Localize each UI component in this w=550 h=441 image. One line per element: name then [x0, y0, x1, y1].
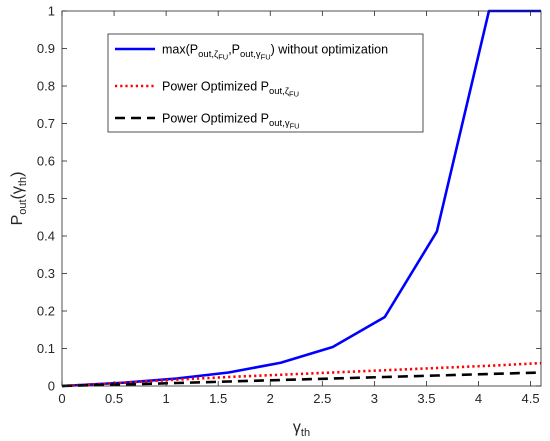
legend-entry-2: Power Optimized Pout,ζFU [162, 80, 299, 99]
x-tick-label: 0 [58, 391, 65, 406]
series-line-3 [61, 371, 542, 388]
legend-text-part: max(P [162, 43, 198, 57]
x-tick-label: 1 [163, 391, 170, 406]
y-axis-label-sub: out [17, 199, 29, 214]
legend-text-part: out, [269, 86, 285, 97]
y-tick-label: 0.2 [37, 304, 55, 319]
x-tick-label: 3 [371, 391, 378, 406]
legend-box [107, 33, 424, 133]
x-tick-label: 4 [475, 391, 482, 406]
y-tick-label: 0.9 [37, 41, 55, 56]
legend: max(Pout,ζFU,Pout,γFU) without optimizat… [107, 33, 424, 133]
x-tick-label: 3.5 [417, 391, 435, 406]
legend-text-part: ζ [285, 86, 290, 97]
legend-text-part: ) without optimization [271, 43, 388, 57]
legend-text-part: FU [289, 90, 299, 99]
y-tick-label: 0 [48, 379, 55, 394]
series-line-2 [61, 361, 542, 388]
x-axis-label: γth [293, 419, 310, 439]
x-tick-label: 1.5 [209, 391, 227, 406]
legend-text-part: ζ [214, 49, 219, 60]
y-tick-label: 0.7 [37, 116, 55, 131]
legend-text-part: out, [198, 49, 214, 60]
x-axis-label-base: γ [293, 419, 301, 436]
y-tick-label: 0.6 [37, 154, 55, 169]
series-layer [61, 9, 542, 388]
x-tick-label: 2.5 [313, 391, 331, 406]
legend-text-part: γ [285, 118, 290, 129]
legend-text-part: Power Optimized P [162, 112, 269, 126]
y-axis-label-base: P [9, 215, 26, 226]
y-tick-label: 0.5 [37, 191, 55, 206]
legend-text-part: Power Optimized P [162, 80, 269, 94]
x-tick-label: 4.5 [522, 391, 540, 406]
legend-text-part: FU [218, 53, 228, 62]
x-axis-label-sub: th [301, 427, 310, 439]
legend-text-part: out, [240, 49, 256, 60]
legend-text-part: FU [261, 53, 271, 62]
axes-layer: 0 0.5 1 1.5 2 2.5 3 3.5 4 4.5 0 0.1 0.2 0.3 0.4 0.5 0.6 0… [9, 4, 542, 439]
y-axis-label-inner-base: γ [9, 186, 26, 194]
y-tick-label: 1 [48, 4, 55, 19]
x-tick-label: 0.5 [105, 391, 123, 406]
y-axis-label: Pout(γth) [9, 172, 29, 226]
y-tick-label: 0.8 [37, 79, 55, 94]
y-axis-label-inner-sub: th [17, 177, 29, 186]
legend-entry-1: max(Pout,ζFU,Pout,γFU) without optimizat… [162, 43, 388, 62]
y-tick-label: 0.3 [37, 266, 55, 281]
y-tick-label: 0.4 [37, 229, 55, 244]
legend-text-part: ,P [228, 43, 240, 57]
x-tick-label: 2 [267, 391, 274, 406]
y-tick-label: 0.1 [37, 341, 55, 356]
legend-entry-3: Power Optimized Pout,γFU [162, 112, 300, 131]
legend-text-part: out, [269, 118, 285, 129]
legend-text-part: FU [290, 122, 300, 131]
y-axis-label-paren: ( [9, 193, 26, 199]
y-axis-label-paren-close: ) [9, 172, 26, 177]
legend-text-part: γ [256, 49, 261, 60]
